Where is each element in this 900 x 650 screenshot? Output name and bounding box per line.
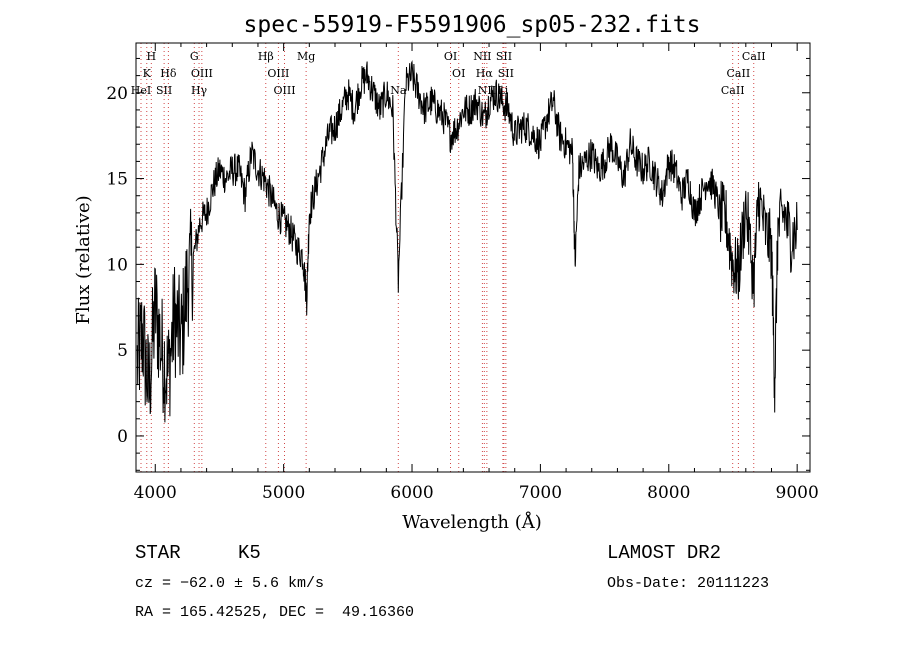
object-subclass: K5 xyxy=(238,542,261,564)
flux-line xyxy=(136,60,798,423)
y-tick-label: 15 xyxy=(106,170,128,190)
line-label: H xyxy=(146,50,156,63)
line-label: SII xyxy=(496,50,512,63)
line-label: CaII xyxy=(742,50,766,63)
line-label: OI xyxy=(452,67,465,80)
x-axis-label: Wavelength (Å) xyxy=(402,511,542,533)
line-label: OIII xyxy=(191,67,213,80)
line-label: Mg xyxy=(297,50,315,63)
line-label: OIII xyxy=(267,67,289,80)
emission-line-labels: KH HeI Hδ SII G OIII Hγ Hβ OIII OIII Mg Na OI OI NII Hα… xyxy=(131,50,766,97)
survey-name: LAMOST DR2 xyxy=(607,542,722,564)
plot-frame xyxy=(135,42,811,473)
x-tick-label: 7000 xyxy=(519,483,562,503)
redshift-value: cz = −62.0 ± 5.6 km/s xyxy=(135,575,325,592)
line-label: Hβ xyxy=(258,50,274,63)
line-label: Hδ xyxy=(160,67,177,80)
y-tick-label: 0 xyxy=(117,427,128,447)
y-tick-label: 10 xyxy=(106,255,128,275)
line-label: Li xyxy=(497,84,508,97)
chart-title: spec-55919-F5591906_sp05-232.fits xyxy=(244,12,701,38)
line-label: Na xyxy=(390,84,407,97)
line-label: OIII xyxy=(274,84,296,97)
line-label: G xyxy=(190,50,199,63)
axes xyxy=(135,42,811,473)
x-tick-label: 4000 xyxy=(134,483,177,503)
line-label: HeI xyxy=(131,84,151,97)
line-label: Hα xyxy=(476,67,494,80)
spectrum-series xyxy=(136,60,798,423)
line-label: Hγ xyxy=(191,84,208,97)
object-class: STAR xyxy=(135,542,181,564)
line-label: SII xyxy=(498,67,514,80)
line-label: NII xyxy=(473,50,491,63)
y-tick-label: 20 xyxy=(106,84,128,104)
y-tick-label: 5 xyxy=(117,341,128,361)
y-ticks: 0 5 10 15 20 xyxy=(106,57,810,471)
line-label: CaII xyxy=(721,84,745,97)
line-label: OI xyxy=(444,50,457,63)
x-tick-label: 9000 xyxy=(776,483,819,503)
y-axis-label: Flux (relative) xyxy=(73,195,94,324)
obs-date: Obs-Date: 20111223 xyxy=(607,575,770,592)
x-ticks: 4000 5000 6000 7000 8000 9000 xyxy=(134,43,819,503)
line-label: SII xyxy=(156,84,172,97)
x-tick-label: 5000 xyxy=(262,483,305,503)
line-label: CaII xyxy=(727,67,751,80)
line-label: K xyxy=(143,67,152,80)
x-tick-label: 8000 xyxy=(647,483,690,503)
coordinates: RA = 165.42525, DEC = 49.16360 xyxy=(135,604,415,621)
x-tick-label: 6000 xyxy=(390,483,433,503)
emission-line-markers xyxy=(140,43,755,472)
